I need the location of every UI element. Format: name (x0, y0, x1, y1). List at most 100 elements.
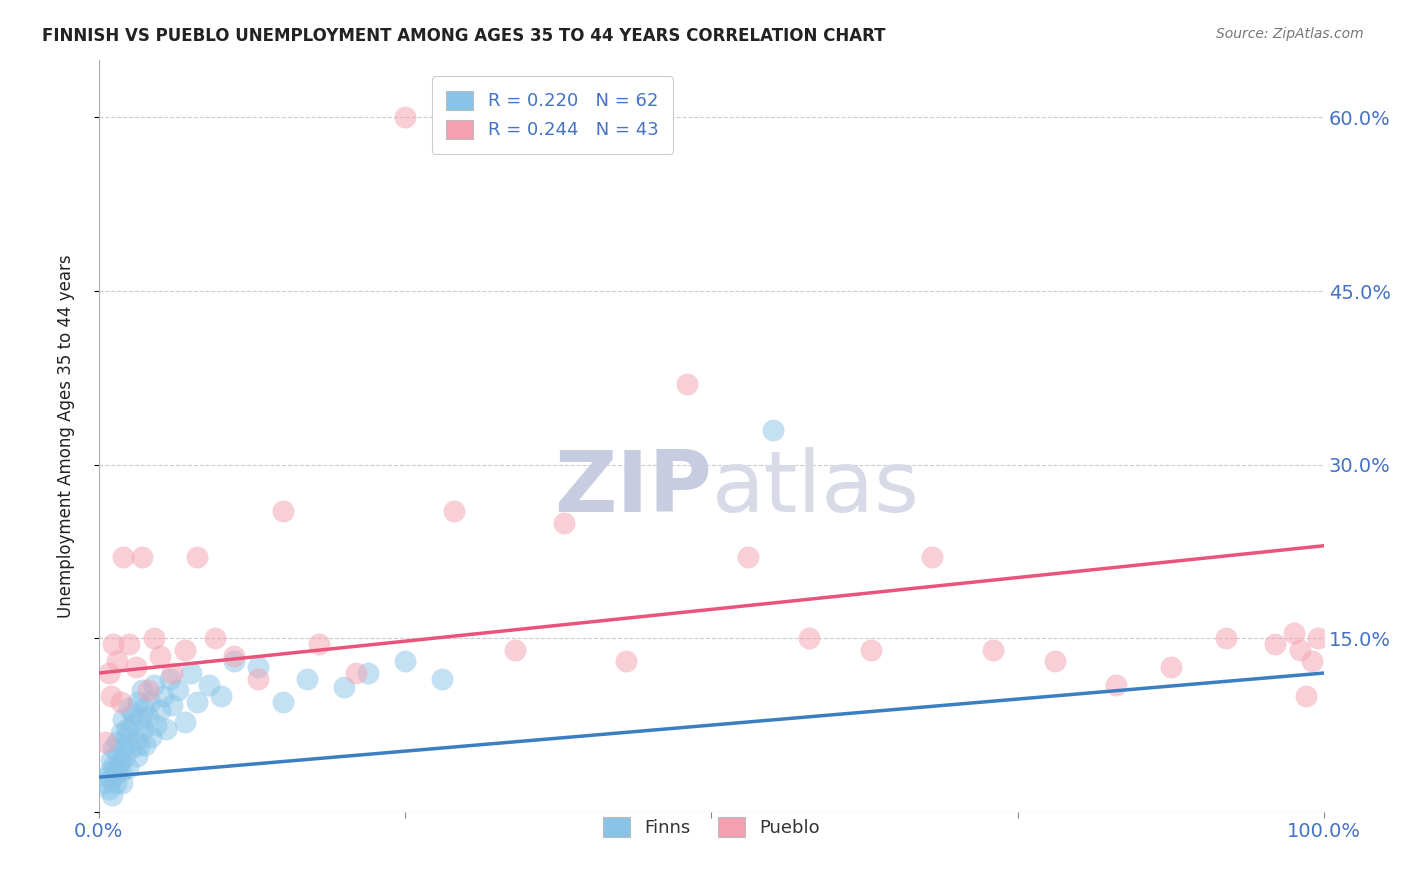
Point (131, 683, 153, 698)
Point (111, 776, 134, 790)
Point (333, 680, 356, 694)
Point (142, 677, 165, 691)
Point (308, 637, 330, 651)
Point (100, 772, 122, 787)
Point (162, 666, 184, 681)
Point (120, 741, 142, 756)
Point (94, 735, 117, 749)
Point (204, 632, 226, 646)
Point (108, 756, 131, 771)
Point (97, 781, 120, 796)
Point (97, 666, 120, 681)
Point (1264, 637, 1286, 651)
Point (96, 770, 118, 784)
Point (162, 698, 184, 713)
Point (152, 689, 174, 703)
Point (101, 788, 124, 802)
Point (149, 703, 172, 717)
Point (859, 643, 882, 657)
Point (124, 733, 146, 747)
Point (136, 683, 159, 698)
Legend: Finns, Pueblo: Finns, Pueblo (596, 810, 827, 844)
Point (110, 695, 132, 709)
Point (112, 741, 135, 756)
Point (1301, 655, 1323, 669)
Point (676, 376, 699, 391)
Point (105, 735, 128, 749)
Point (118, 637, 141, 651)
Point (125, 749, 148, 764)
Point (198, 677, 221, 691)
Text: Source: ZipAtlas.com: Source: ZipAtlas.com (1216, 27, 1364, 41)
Point (129, 712, 152, 726)
Point (186, 695, 208, 709)
Point (100, 753, 122, 767)
Point (139, 695, 162, 709)
Point (117, 761, 139, 775)
Point (107, 747, 129, 761)
Point (110, 726, 132, 740)
Point (112, 550, 135, 565)
Point (104, 776, 127, 790)
Point (1288, 643, 1310, 657)
Point (799, 632, 821, 646)
Point (247, 672, 270, 686)
Point (136, 710, 159, 724)
Point (505, 643, 527, 657)
Point (105, 761, 128, 775)
Point (104, 768, 127, 782)
Point (121, 718, 143, 732)
Point (114, 730, 136, 744)
Point (124, 660, 146, 674)
Point (141, 730, 163, 744)
Point (271, 695, 294, 709)
Text: FINNISH VS PUEBLO UNEMPLOYMENT AMONG AGES 35 TO 44 YEARS CORRELATION CHART: FINNISH VS PUEBLO UNEMPLOYMENT AMONG AGE… (42, 27, 886, 45)
Point (1306, 632, 1329, 646)
Y-axis label: Unemployment Among Ages 35 to 44 years: Unemployment Among Ages 35 to 44 years (58, 254, 75, 617)
Point (1043, 655, 1066, 669)
Point (112, 712, 135, 726)
Point (127, 695, 149, 709)
Point (110, 764, 132, 779)
Point (737, 550, 759, 565)
Point (103, 637, 125, 651)
Point (186, 550, 208, 565)
Point (762, 423, 785, 437)
Point (180, 666, 202, 681)
Point (103, 758, 125, 772)
Point (394, 655, 416, 669)
Point (100, 689, 122, 703)
Point (981, 643, 1004, 657)
Point (118, 700, 141, 714)
Point (553, 516, 575, 530)
Point (134, 700, 156, 714)
Point (209, 689, 232, 703)
Text: ZIP: ZIP (554, 447, 711, 530)
Point (167, 683, 190, 698)
Point (247, 660, 270, 674)
Point (155, 722, 177, 736)
Point (115, 722, 138, 736)
Point (132, 722, 155, 736)
Point (430, 672, 453, 686)
Text: atlas: atlas (711, 447, 920, 530)
Point (1282, 625, 1305, 640)
Point (394, 111, 416, 125)
Point (222, 655, 245, 669)
Point (128, 738, 150, 752)
Point (1105, 677, 1128, 691)
Point (614, 655, 637, 669)
Point (145, 718, 167, 732)
Point (344, 666, 367, 681)
Point (443, 504, 465, 518)
Point (98, 764, 121, 779)
Point (149, 648, 172, 663)
Point (173, 714, 195, 729)
Point (921, 550, 943, 565)
Point (222, 648, 245, 663)
Point (1215, 632, 1237, 646)
Point (271, 504, 294, 518)
Point (114, 749, 136, 764)
Point (134, 738, 156, 752)
Point (1160, 660, 1182, 674)
